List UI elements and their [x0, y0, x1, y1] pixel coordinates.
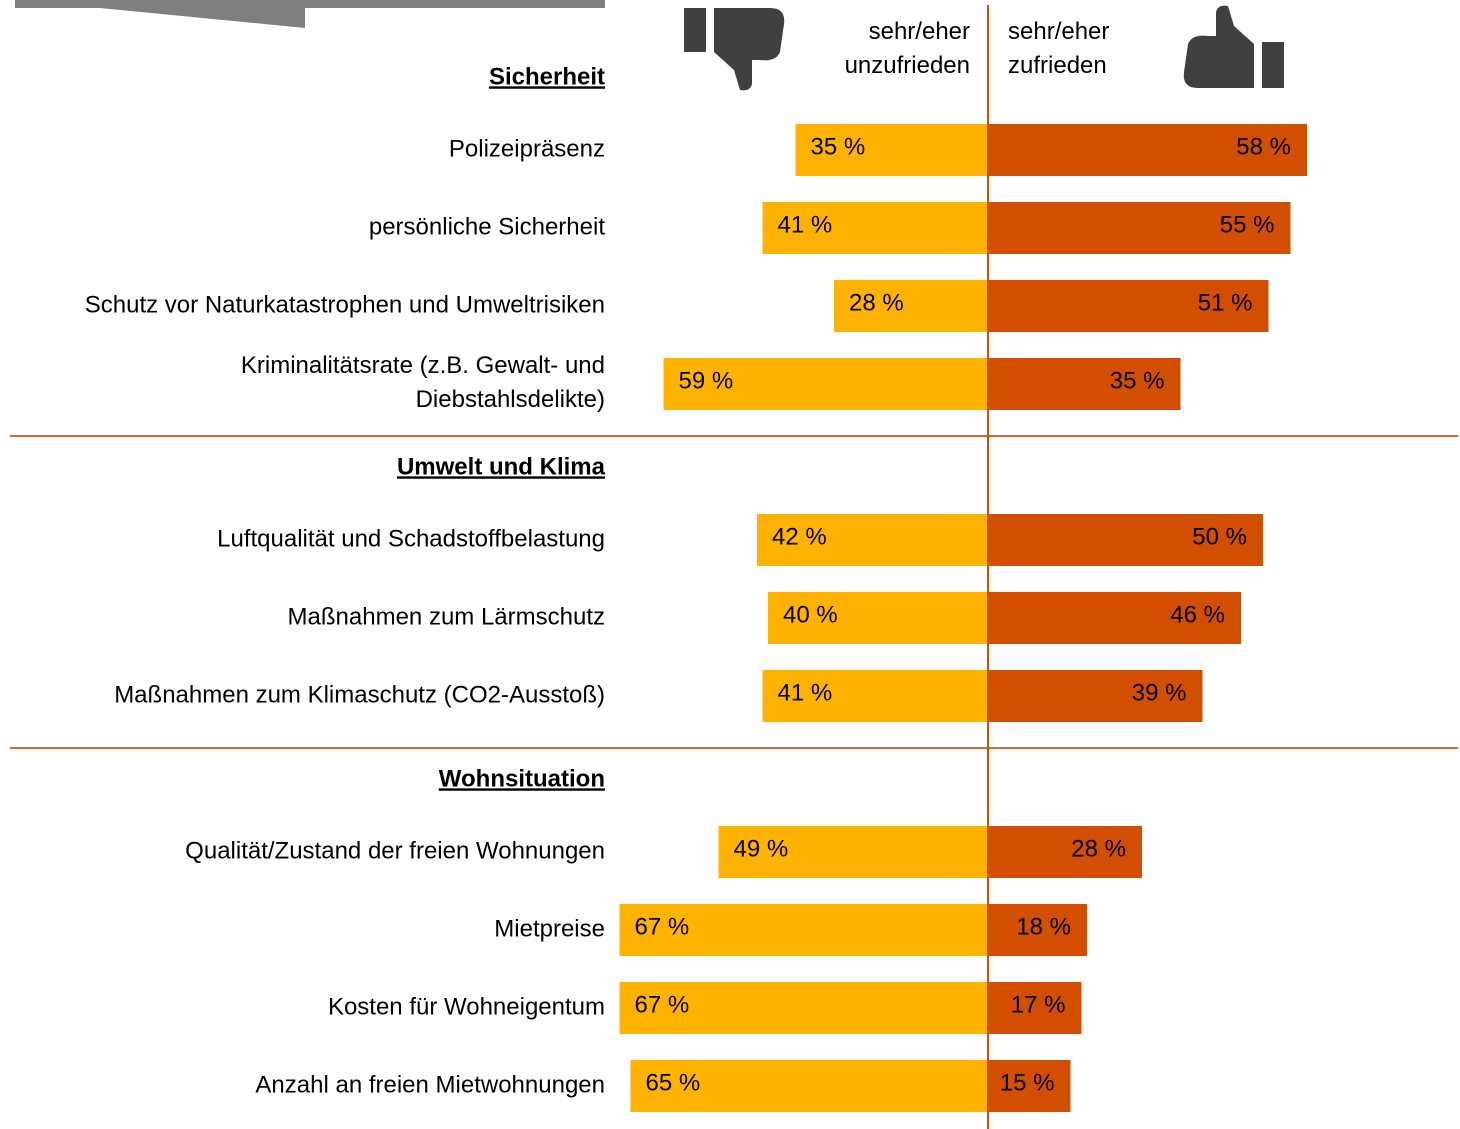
thumb-up-icon: [1183, 5, 1284, 89]
value-label: 42 %: [772, 523, 827, 550]
value-label: 28 %: [1071, 835, 1126, 862]
value-label: 49 %: [734, 835, 789, 862]
bar-negative: [762, 202, 988, 254]
category-label: Luftqualität und Schadstoffbelastung: [217, 525, 605, 552]
value-label: 46 %: [1170, 601, 1225, 628]
bar-negative: [619, 982, 988, 1034]
bar-positive: [988, 202, 1291, 254]
value-label: 18 %: [1016, 913, 1071, 940]
value-label: 35 %: [811, 133, 866, 160]
value-label: 65 %: [646, 1069, 701, 1096]
bar-positive: [988, 358, 1181, 410]
category-label: Maßnahmen zum Lärmschutz: [288, 603, 605, 630]
category-label-line: Diebstahlsdelikte): [416, 386, 605, 413]
category-label: Maßnahmen zum Klimaschutz (CO2-Ausstoß): [114, 681, 605, 708]
bar-positive: [988, 514, 1263, 566]
value-label: 58 %: [1236, 133, 1291, 160]
bar-negative: [762, 670, 988, 722]
category-label: persönliche Sicherheit: [369, 213, 605, 240]
group-title: Umwelt und Klima: [397, 453, 606, 480]
category-label: Kosten für Wohneigentum: [328, 993, 605, 1020]
value-label: 15 %: [1000, 1069, 1055, 1096]
category-label-line: Kriminalitätsrate (z.B. Gewalt- und: [241, 352, 605, 379]
bar-positive: [988, 670, 1203, 722]
value-label: 55 %: [1220, 211, 1275, 238]
bar-negative: [718, 826, 988, 878]
value-label: 51 %: [1198, 289, 1253, 316]
legend-label: sehr/eher unzufrieden: [845, 18, 970, 79]
value-label: 67 %: [635, 991, 690, 1018]
bar-positive: [988, 280, 1269, 332]
category-label: Mietpreise: [494, 915, 605, 942]
value-label: 50 %: [1192, 523, 1247, 550]
category-label: Anzahl an freien Mietwohnungen: [255, 1071, 605, 1098]
category-label: Schutz vor Naturkatastrophen und Umweltr…: [85, 291, 605, 318]
bar-positive: [988, 592, 1241, 644]
legend-label-line: zufrieden: [1008, 52, 1107, 79]
value-label: 41 %: [778, 211, 833, 238]
value-label: 67 %: [635, 913, 690, 940]
bar-negative: [757, 514, 988, 566]
category-label: Qualität/Zustand der freien Wohnungen: [185, 837, 605, 864]
group-title: Wohnsituation: [439, 765, 605, 792]
legend-label: sehr/eher zufrieden: [1008, 18, 1109, 79]
value-label: 40 %: [783, 601, 838, 628]
category-label: Kriminalitätsrate (z.B. Gewalt- und Diebs…: [241, 352, 605, 413]
bar-negative: [834, 280, 988, 332]
bar-positive: [988, 904, 1087, 956]
banner-shape: [15, 0, 605, 28]
value-label: 41 %: [778, 679, 833, 706]
value-label: 17 %: [1011, 991, 1066, 1018]
bar-positive: [988, 826, 1142, 878]
bar-negative: [795, 124, 988, 176]
group-title: Sicherheit: [489, 63, 605, 90]
value-label: 39 %: [1132, 679, 1187, 706]
bar-negative: [768, 592, 988, 644]
value-label: 28 %: [849, 289, 904, 316]
value-label: 59 %: [679, 367, 734, 394]
thumb-down-icon: [684, 8, 785, 91]
bar-negative: [630, 1060, 988, 1112]
bar-negative: [619, 904, 988, 956]
bar-positive: [988, 124, 1307, 176]
bar-positive: [988, 1060, 1071, 1112]
legend-label-line: sehr/eher: [1008, 18, 1109, 45]
value-label: 35 %: [1110, 367, 1165, 394]
bar-positive: [988, 982, 1082, 1034]
legend-label-line: sehr/eher: [869, 18, 970, 45]
category-label: Polizeipräsenz: [449, 135, 605, 162]
bar-negative: [663, 358, 988, 410]
legend-label-line: unzufrieden: [845, 52, 970, 79]
